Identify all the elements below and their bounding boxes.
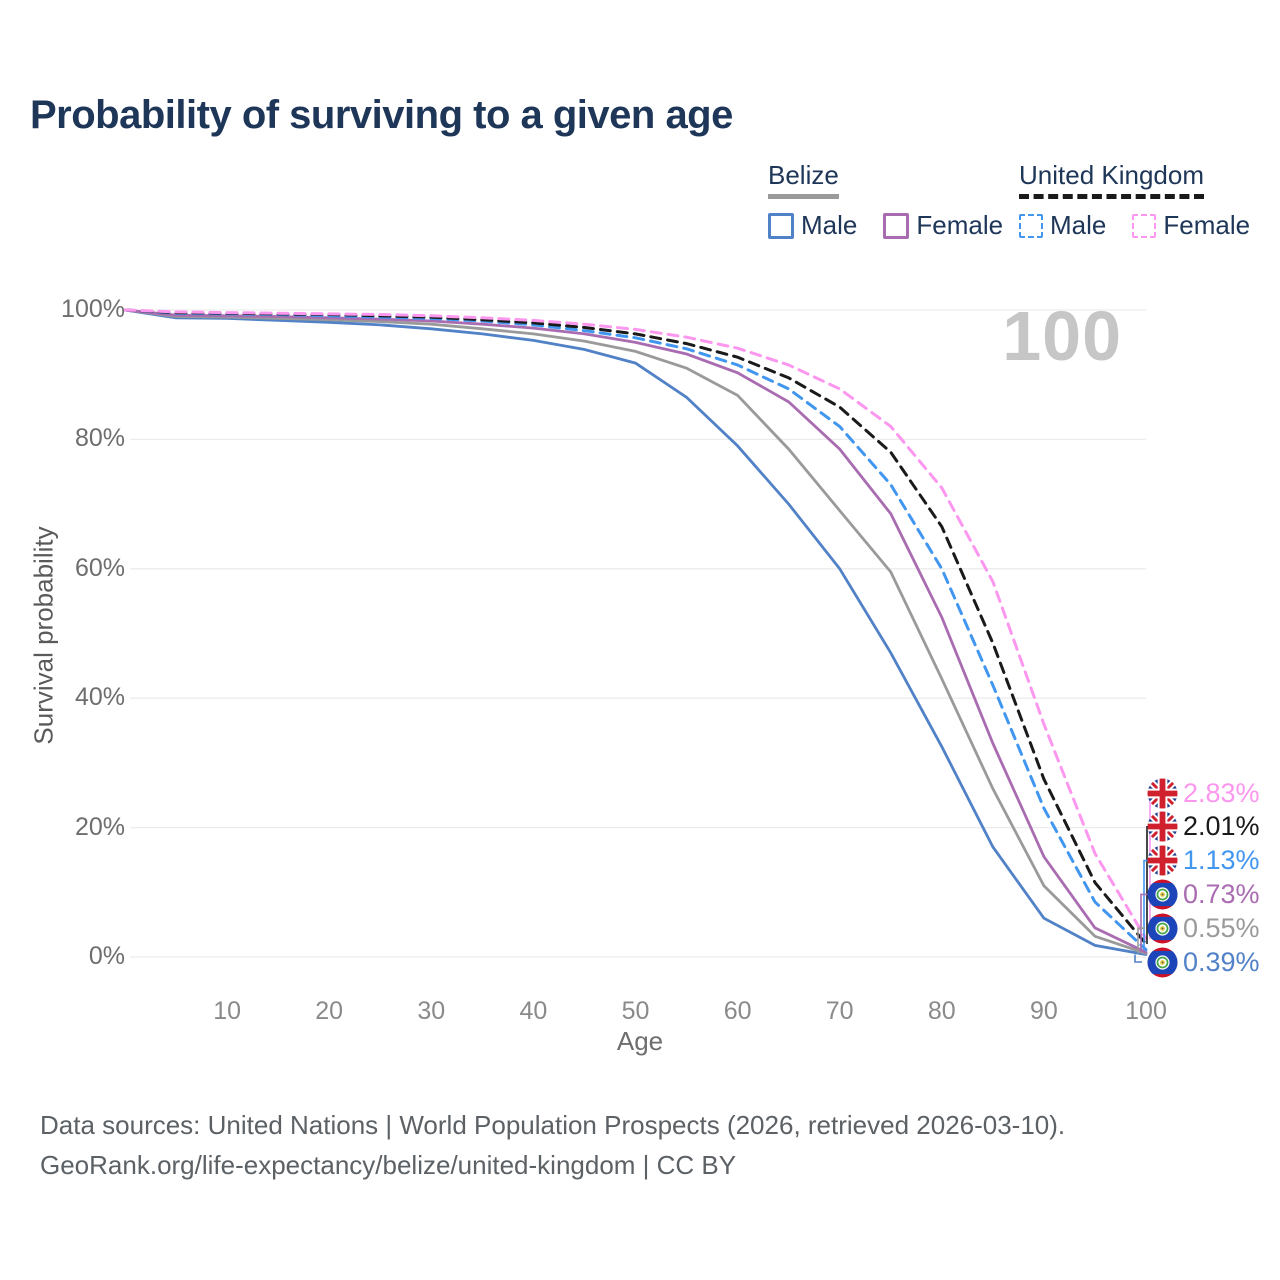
y-tick-80: 80%: [74, 424, 125, 453]
uk-flag-icon: [1147, 845, 1178, 876]
legend-item-united-kingdom-female[interactable]: Female: [1132, 210, 1250, 241]
legend-swatch-belize-male[interactable]: [768, 212, 794, 239]
legend-group-belize: Belize Male Female: [768, 160, 1003, 241]
chart-title: Probability of surviving to a given age: [30, 93, 733, 137]
series-line-belize-both-sexes[interactable]: [123, 308, 1148, 955]
leader-line-belize-female: [1140, 893, 1148, 953]
x-tick-50: 50: [621, 997, 650, 1025]
legend-header-united-kingdom-label: United Kingdom: [1019, 160, 1204, 190]
y-tick-20: 20%: [74, 812, 125, 841]
legend-item-label: Female: [1163, 210, 1251, 240]
series-line-united-kingdom-female[interactable]: [123, 308, 1148, 941]
legend-item-label: Male: [801, 210, 858, 240]
belize-flag-icon: [1147, 913, 1178, 944]
end-label-value: 2.01%: [1183, 811, 1260, 842]
footer-caption: Data sources: United Nations | World Pop…: [40, 1105, 1065, 1185]
x-tick-20: 20: [315, 997, 344, 1025]
legend-items-united-kingdom: Male Female: [1019, 210, 1250, 241]
x-tick-30: 30: [417, 997, 446, 1025]
legend-group-united-kingdom: United Kingdom Male Female: [1019, 160, 1250, 241]
x-axis-title: Age: [616, 1026, 664, 1056]
y-tick-60: 60%: [74, 553, 125, 582]
end-label-united-kingdom-female: 2.83%: [1147, 776, 1260, 810]
legend-header-belize: Belize: [768, 160, 839, 199]
y-tick-40: 40%: [74, 683, 125, 712]
footer-data-sources: Data sources: United Nations | World Pop…: [40, 1110, 1066, 1140]
end-label-belize-female: 0.73%: [1147, 877, 1260, 911]
end-label-value: 1.13%: [1183, 845, 1260, 876]
uk-flag-icon: [1147, 777, 1178, 809]
legend-swatch-united-kingdom-male[interactable]: [1019, 213, 1043, 238]
end-label-united-kingdom-both-sexes: 2.01%: [1147, 810, 1260, 844]
legend-underline-united-kingdom-dashed: [1019, 194, 1204, 199]
y-tick-100: 100%: [61, 295, 125, 323]
x-tick-40: 40: [519, 997, 548, 1025]
legend-swatch-united-kingdom-female[interactable]: [1132, 213, 1157, 238]
legend-item-belize-male[interactable]: Male: [768, 210, 857, 241]
y-tick-0: 0%: [88, 942, 125, 970]
legend-item-label: Male: [1050, 210, 1107, 240]
legend-item-united-kingdom-male[interactable]: Male: [1019, 210, 1106, 241]
x-tick-70: 70: [825, 997, 854, 1025]
end-label-belize-both-sexes: 0.55%: [1147, 911, 1260, 945]
x-tick-60: 60: [723, 997, 752, 1025]
y-axis-title: Survival probability: [28, 526, 59, 745]
legend-item-label: Female: [916, 210, 1004, 240]
footer-attribution-link: GeoRank.org/life-expectancy/belize/unite…: [40, 1150, 737, 1180]
end-label-united-kingdom-male: 1.13%: [1147, 844, 1260, 878]
leader-line-belize-male: [1134, 954, 1142, 963]
x-tick-90: 90: [1029, 997, 1058, 1025]
legend-underline-belize-solid: [768, 194, 839, 199]
end-label-value: 0.55%: [1183, 912, 1260, 943]
legend-swatch-belize-female[interactable]: [883, 212, 910, 239]
series-line-belize-female[interactable]: [123, 308, 1148, 954]
end-label-value: 0.73%: [1183, 878, 1260, 909]
uk-flag-icon: [1147, 811, 1178, 842]
belize-flag-icon: [1147, 879, 1178, 910]
end-label-value: 2.83%: [1183, 777, 1260, 808]
x-tick-100: 100: [1125, 997, 1167, 1025]
belize-flag-icon: [1147, 946, 1178, 978]
leader-line-belize-both-sexes: [1137, 927, 1145, 954]
end-label-belize-male: 0.39%: [1147, 945, 1260, 979]
legend-item-belize-female[interactable]: Female: [883, 210, 1003, 241]
legend-header-united-kingdom: United Kingdom: [1019, 160, 1204, 199]
legend-items-belize: Male Female: [768, 210, 1003, 241]
series-line-belize-male[interactable]: [123, 308, 1148, 956]
x-tick-10: 10: [213, 997, 241, 1025]
series-line-united-kingdom-male[interactable]: [123, 308, 1148, 952]
end-label-value: 0.39%: [1183, 946, 1260, 977]
x-tick-80: 80: [927, 997, 956, 1025]
legend-header-belize-label: Belize: [768, 160, 839, 190]
